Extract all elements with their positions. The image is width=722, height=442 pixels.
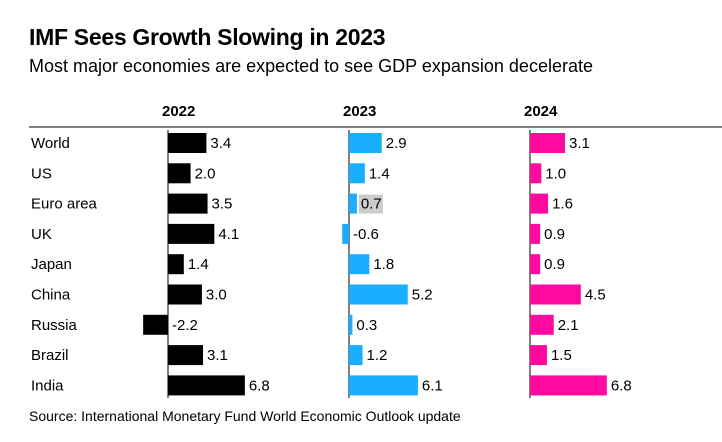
- source-note: Source: International Monetary Fund Worl…: [29, 408, 461, 424]
- category-label-china: China: [31, 287, 71, 304]
- bar-2024-uk: [530, 223, 541, 244]
- data-label-2024-world: 3.1: [569, 135, 590, 152]
- bar-2024-world: [530, 133, 566, 153]
- bar-2023-india: [349, 375, 418, 396]
- data-label-2022-uk: 4.1: [218, 226, 239, 243]
- bar-2022-brazil: [168, 345, 204, 366]
- category-label-uk: UK: [31, 226, 52, 243]
- data-label-2022-brazil: 3.1: [207, 347, 228, 364]
- data-label-2023-uk: -0.6: [353, 226, 379, 243]
- data-label-2023-brazil: 1.2: [367, 347, 388, 364]
- bar-2024-brazil: [530, 345, 547, 366]
- data-label-2024-china: 4.5: [585, 287, 606, 304]
- bar-2022-india: [168, 375, 245, 396]
- bar-2022-japan: [168, 254, 184, 275]
- category-label-world: World: [31, 135, 70, 152]
- bar-2024-india: [530, 375, 607, 396]
- chart-title: IMF Sees Growth Slowing in 2023: [29, 24, 386, 50]
- category-label-india: India: [31, 377, 64, 394]
- bar-2023-uk: [342, 223, 349, 244]
- chart-subtitle: Most major economies are expected to see…: [29, 56, 593, 76]
- panel-header-2023: 2023: [343, 103, 376, 120]
- bar-2024-us: [530, 163, 542, 184]
- data-label-2024-uk: 0.9: [544, 226, 565, 243]
- data-label-2023-world: 2.9: [386, 135, 407, 152]
- data-label-2022-japan: 1.4: [188, 256, 209, 273]
- data-label-2022-world: 3.4: [210, 135, 231, 152]
- bar-2023-china: [349, 284, 408, 305]
- bar-2022-china: [168, 284, 202, 305]
- bar-2022-euro-area: [168, 193, 208, 214]
- data-label-2022-india: 6.8: [249, 377, 270, 394]
- data-label-2022-russia: -2.2: [172, 317, 198, 334]
- data-label-2024-russia: 2.1: [558, 317, 579, 334]
- category-label-euro-area: Euro area: [31, 196, 98, 213]
- panel-header-2024: 2024: [524, 103, 558, 120]
- bar-2023-euro-area: [349, 193, 357, 214]
- bar-2024-japan: [530, 254, 541, 275]
- bar-2022-world: [168, 133, 207, 153]
- bar-2023-us: [349, 163, 365, 184]
- bar-2024-euro-area: [530, 193, 549, 214]
- category-label-russia: Russia: [31, 317, 78, 334]
- data-label-2022-china: 3.0: [206, 287, 227, 304]
- data-label-2024-brazil: 1.5: [551, 347, 572, 364]
- bar-2022-uk: [168, 223, 215, 244]
- bar-2022-us: [168, 163, 191, 184]
- data-label-2022-euro-area: 3.5: [212, 196, 233, 213]
- bar-2023-russia: [349, 314, 353, 335]
- data-label-2022-us: 2.0: [195, 165, 216, 182]
- bar-2023-japan: [349, 254, 370, 275]
- data-label-2024-us: 1.0: [545, 165, 566, 182]
- bar-2024-russia: [530, 314, 554, 335]
- data-label-2023-japan: 1.8: [373, 256, 394, 273]
- panel-header-2022: 2022: [162, 103, 195, 120]
- bar-2022-russia: [143, 314, 168, 335]
- highlight-box-2023-euro-area: [358, 194, 383, 214]
- category-label-us: US: [31, 165, 52, 182]
- data-label-2023-us: 1.4: [369, 165, 390, 182]
- category-label-japan: Japan: [31, 256, 72, 273]
- data-label-2024-india: 6.8: [611, 377, 632, 394]
- data-label-2023-china: 5.2: [412, 287, 433, 304]
- data-label-2023-euro-area: 0.7: [361, 196, 382, 213]
- bar-2023-world: [349, 133, 382, 153]
- bar-2024-china: [530, 284, 581, 305]
- data-label-2024-japan: 0.9: [544, 256, 565, 273]
- category-label-brazil: Brazil: [31, 347, 69, 364]
- data-label-2024-euro-area: 1.6: [552, 196, 573, 213]
- chart-marks: World US Euro area UK Japan China Russia Brazil…: [31, 103, 632, 398]
- data-label-2023-russia: 0.3: [356, 317, 377, 334]
- data-label-2023-india: 6.1: [422, 377, 443, 394]
- bar-2023-brazil: [349, 345, 363, 366]
